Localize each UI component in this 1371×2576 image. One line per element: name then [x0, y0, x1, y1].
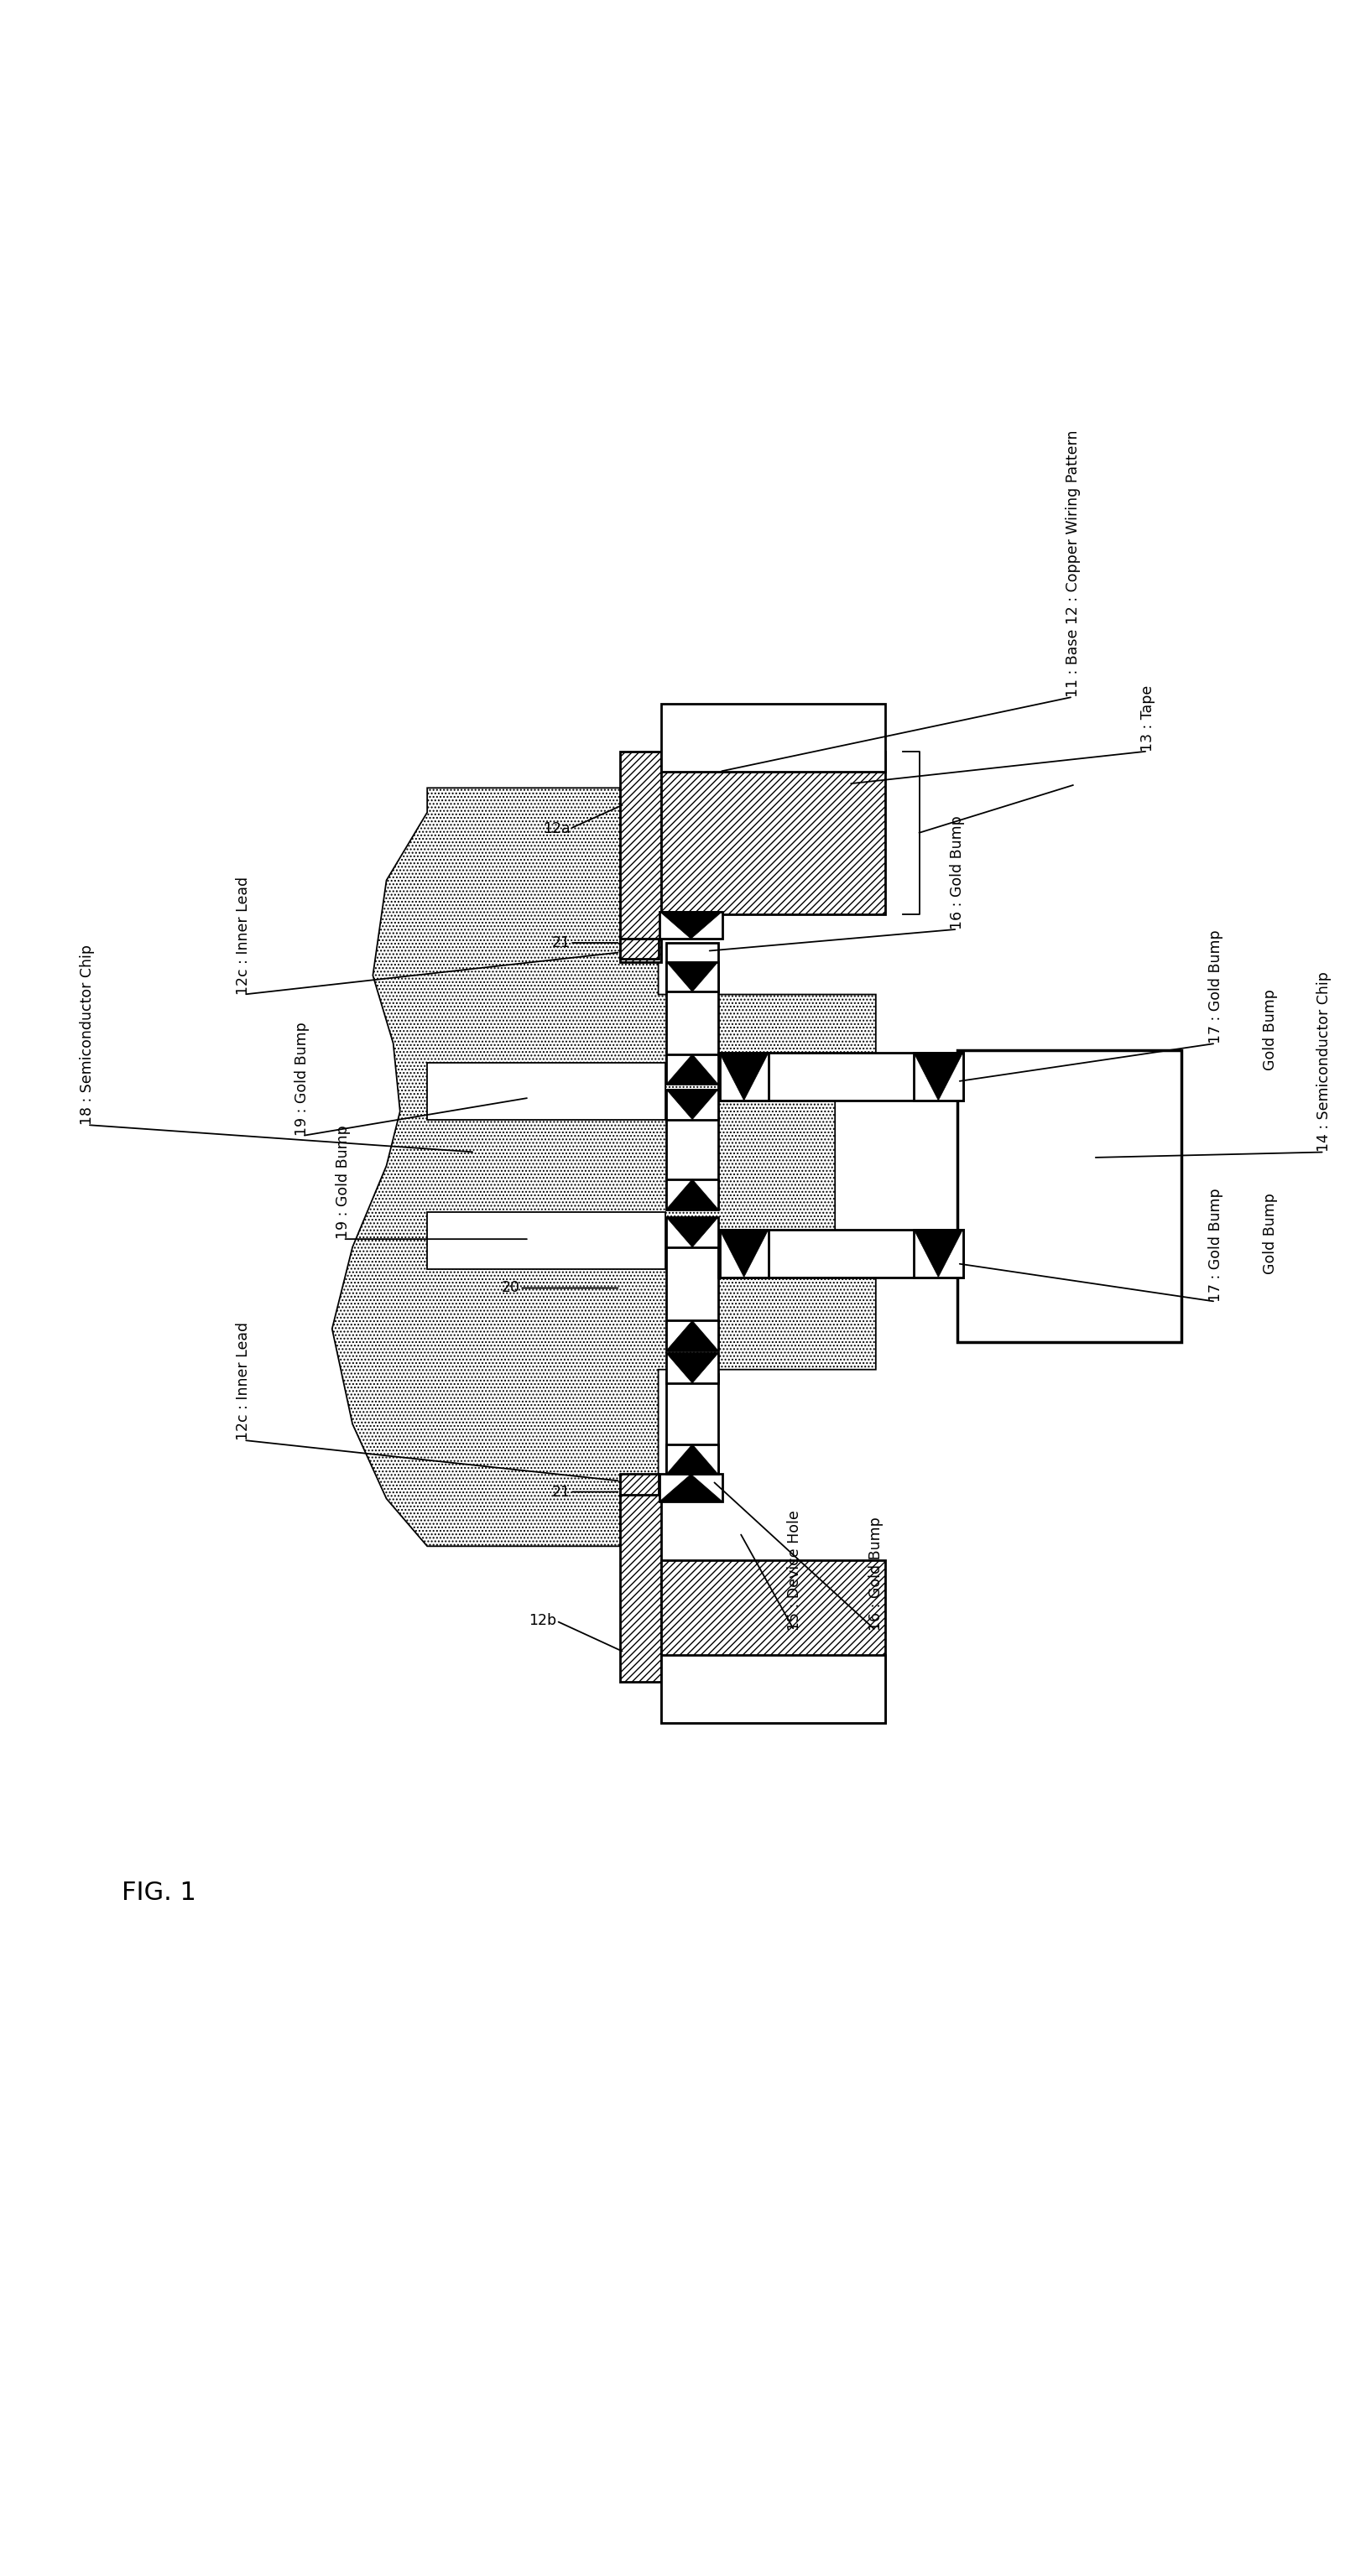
Bar — [620, 752, 661, 961]
Bar — [661, 1561, 886, 1723]
Bar — [666, 1321, 718, 1350]
Polygon shape — [666, 961, 718, 992]
Text: Gold Bump: Gold Bump — [1263, 1193, 1278, 1275]
Text: 14 : Semiconductor Chip: 14 : Semiconductor Chip — [1316, 971, 1333, 1151]
Bar — [666, 1236, 718, 1347]
Bar — [661, 1654, 886, 1723]
Text: FIG. 1: FIG. 1 — [122, 1880, 196, 1904]
Bar — [620, 1492, 661, 1682]
Text: 16 : Gold Bump: 16 : Gold Bump — [950, 817, 965, 930]
Bar — [428, 1061, 665, 1121]
Polygon shape — [666, 1321, 718, 1350]
Text: 12c : Inner Lead: 12c : Inner Lead — [236, 876, 251, 994]
Polygon shape — [666, 1090, 718, 1121]
Bar — [666, 1108, 718, 1206]
Bar — [720, 1054, 768, 1100]
Text: Gold Bump: Gold Bump — [1263, 989, 1278, 1072]
Bar — [666, 1218, 718, 1247]
Bar — [718, 1229, 962, 1278]
Text: 12a: 12a — [543, 822, 570, 837]
Text: 21: 21 — [551, 935, 570, 951]
Bar — [659, 912, 723, 938]
Bar — [620, 1473, 658, 1494]
Text: 19 : Gold Bump: 19 : Gold Bump — [336, 1126, 351, 1239]
Polygon shape — [659, 1473, 723, 1502]
Polygon shape — [666, 1054, 718, 1084]
Bar — [661, 752, 886, 914]
Text: 21: 21 — [551, 1484, 570, 1499]
Bar — [666, 1054, 718, 1084]
Polygon shape — [666, 1352, 718, 1383]
Text: 20: 20 — [502, 1280, 520, 1296]
Polygon shape — [332, 788, 876, 1546]
Polygon shape — [720, 1054, 768, 1100]
Bar — [666, 961, 718, 992]
Bar — [661, 703, 886, 773]
Text: 11 : Base 12 : Copper Wiring Pattern: 11 : Base 12 : Copper Wiring Pattern — [1065, 430, 1080, 698]
Bar — [957, 1051, 1182, 1342]
Polygon shape — [666, 1180, 718, 1208]
Text: 15 : Device Hole: 15 : Device Hole — [787, 1510, 802, 1631]
Bar — [914, 1054, 962, 1100]
Bar — [720, 1229, 768, 1278]
Bar — [914, 1229, 962, 1278]
Text: 17 : Gold Bump: 17 : Gold Bump — [1208, 930, 1223, 1043]
Text: 13 : Tape: 13 : Tape — [1141, 685, 1156, 752]
Bar — [666, 1090, 718, 1121]
Text: 12b: 12b — [529, 1613, 557, 1628]
Polygon shape — [914, 1229, 962, 1278]
Bar — [718, 1054, 962, 1100]
Polygon shape — [720, 1229, 768, 1278]
Bar — [666, 943, 718, 1079]
Polygon shape — [659, 912, 723, 938]
Text: 16 : Gold Bump: 16 : Gold Bump — [868, 1517, 883, 1631]
Text: 12c : Inner Lead: 12c : Inner Lead — [236, 1321, 251, 1440]
Polygon shape — [666, 1218, 718, 1247]
Polygon shape — [666, 1445, 718, 1473]
Bar — [666, 1180, 718, 1208]
Text: 17 : Gold Bump: 17 : Gold Bump — [1208, 1188, 1223, 1301]
Text: 19 : Gold Bump: 19 : Gold Bump — [295, 1023, 310, 1136]
Bar — [666, 1373, 718, 1471]
Text: 18 : Semiconductor Chip: 18 : Semiconductor Chip — [80, 945, 95, 1126]
Bar — [666, 1445, 718, 1473]
Polygon shape — [914, 1054, 962, 1100]
Bar — [620, 938, 658, 958]
Bar — [659, 1473, 723, 1502]
Bar — [666, 1352, 718, 1383]
Bar — [428, 1211, 665, 1270]
